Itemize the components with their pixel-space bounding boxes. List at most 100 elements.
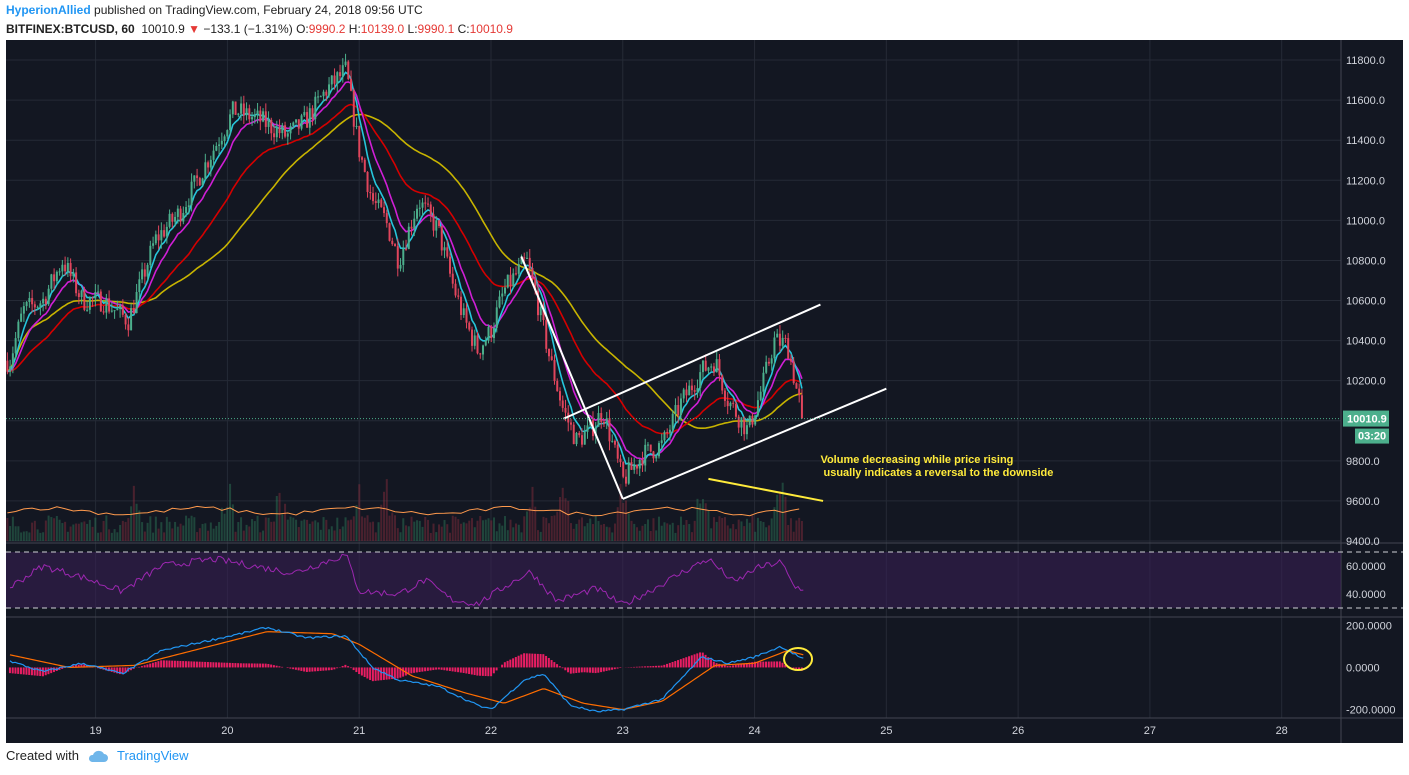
candle-body [520,257,523,265]
macd-histogram-bar [514,657,517,668]
candle-body [564,407,567,413]
macd-histogram-bar [600,667,603,673]
macd-histogram-bar [217,662,220,668]
candle-body [385,213,388,224]
candle-body [105,298,108,313]
macd-histogram-bar [319,667,322,671]
low-label: L: [407,22,418,36]
price-chart[interactable]: Volume decreasing while price rising usu… [6,40,1403,743]
volume-bar [712,517,715,541]
candle-body [377,199,380,204]
volume-bar [622,503,625,541]
candle-body [526,257,529,259]
rsi-band-fill [6,552,1341,608]
candle-body [792,361,795,384]
volume-bar [732,524,735,541]
macd-histogram-bar [619,667,622,668]
volume-bar [498,523,501,541]
volume-bar [526,511,529,541]
candle-body [454,283,457,296]
open-label: O: [296,22,309,36]
candle-body [743,417,746,435]
author-link[interactable]: HyperionAllied [6,3,91,17]
candle-body [685,389,688,396]
candle-body [762,372,765,392]
volume-bar [471,518,474,541]
macd-histogram-bar [336,667,339,669]
macd-histogram-bar [325,667,328,671]
macd-histogram-bar [215,662,218,668]
candle-body [14,338,17,354]
macd-histogram-bar [734,664,737,668]
volume-bar [490,520,493,541]
volume-bar [355,505,358,541]
candle-body [284,125,287,137]
macd-histogram-bar [393,667,396,679]
created-with-label: Created with [6,748,79,763]
volume-bar [657,516,660,541]
macd-histogram-bar [17,667,20,674]
candle-body [421,202,424,208]
macd-histogram-bar [558,666,561,668]
volume-bar [61,523,64,541]
candle-body [218,144,221,146]
volume-bar [465,523,468,541]
macd-tick-label: -200.0000 [1346,705,1396,717]
trendline-flagpole [520,256,624,500]
macd-histogram-bar [157,661,160,668]
candle-body [231,101,234,115]
candle-body [504,287,507,294]
volume-bar [787,525,790,541]
candle-body [25,301,28,307]
macd-histogram-bar [432,667,435,671]
macd-histogram-bar [688,656,691,668]
volume-bar [157,528,160,541]
low-value: 9990.1 [417,22,455,36]
candle-body [380,199,383,208]
macd-histogram-bar [479,667,482,676]
volume-bar [509,519,512,541]
macd-histogram-bar [765,661,768,668]
candle-body [97,291,100,293]
volume-decline-line [708,477,824,502]
last-price-tag-label: 10010.9 [1347,414,1387,426]
volume-bar [468,520,471,541]
candle-body [767,361,770,364]
volume-bar [171,528,174,541]
macd-histogram-bar [767,661,770,668]
macd-histogram-bar [154,661,157,668]
macd-histogram-bar [294,667,297,670]
macd-histogram-bar [754,661,757,668]
candle-body [17,321,20,339]
candle-body [306,112,309,128]
macd-histogram-bar [646,666,649,668]
macd-histogram-bar [756,661,759,668]
macd-histogram-bar [457,667,460,673]
volume-bar [75,523,78,541]
volume-bar [682,524,685,541]
macd-histogram-bar [316,667,319,672]
macd-histogram-bar [83,664,86,668]
volume-bar [512,527,515,541]
volume-bar [399,532,402,541]
volume-bar [284,503,287,541]
candle-body [39,303,42,307]
candle-body [322,91,325,97]
volume-bar [556,511,559,541]
candle-body [479,353,482,355]
volume-bar [674,532,677,541]
macd-histogram-bar [25,667,28,675]
candle-body [674,405,677,414]
macd-histogram-bar [435,667,438,670]
candle-body [157,234,160,241]
candle-body [594,426,597,437]
macd-histogram-bar [305,667,308,672]
candle-body [358,125,361,158]
tradingview-link[interactable]: TradingView [116,748,189,763]
volume-bar [715,521,718,541]
candle-body [281,125,284,134]
volume-bar [36,529,39,541]
macd-histogram-bar [212,662,215,668]
macd-histogram-bar [377,667,380,681]
volume-bar [361,516,364,541]
